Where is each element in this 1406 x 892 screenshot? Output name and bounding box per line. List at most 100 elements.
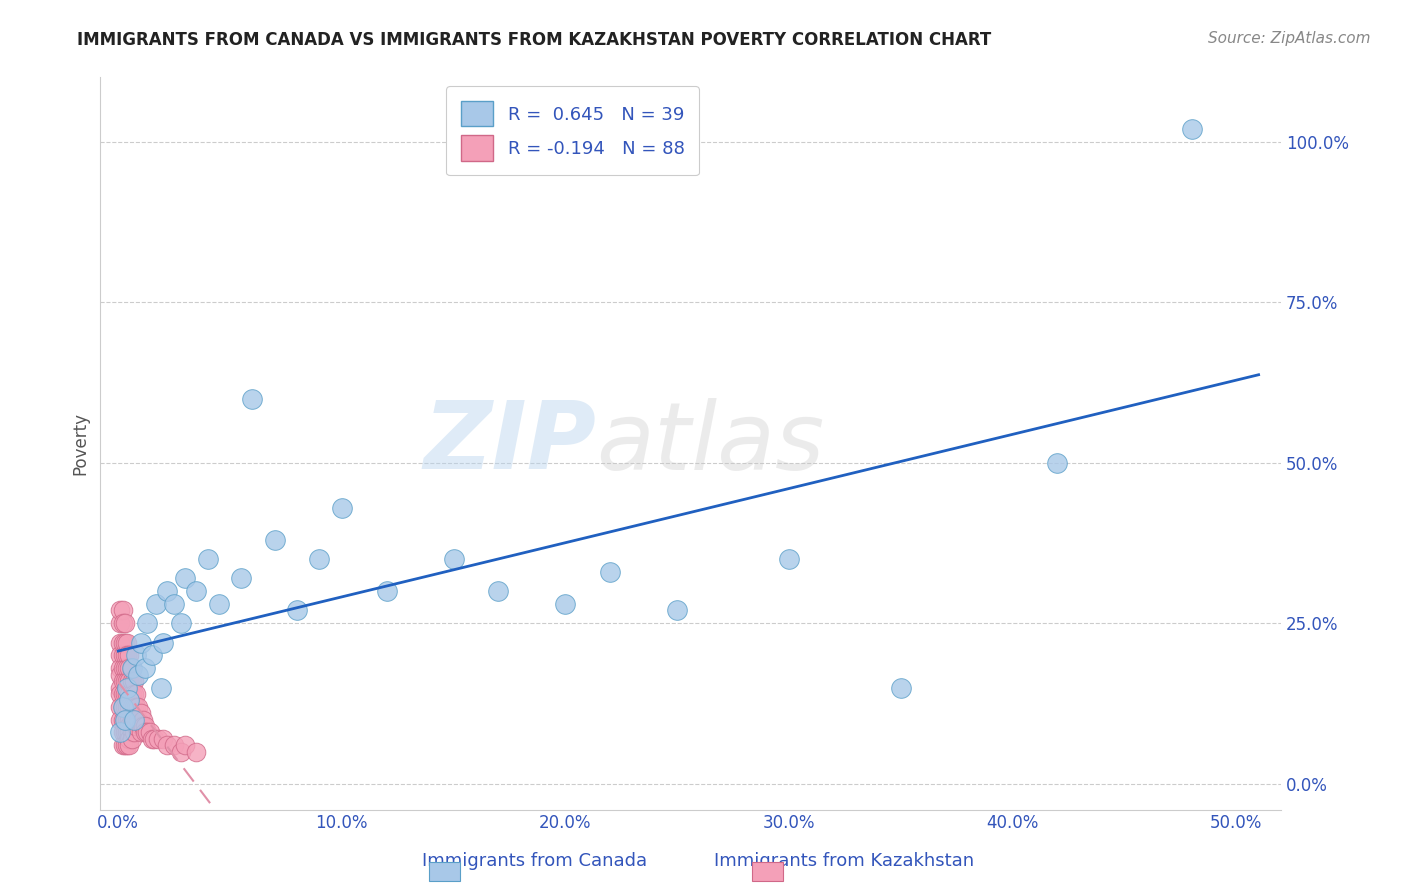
Point — [114, 713, 136, 727]
Point — [115, 648, 138, 663]
Point — [115, 661, 138, 675]
Point — [129, 719, 152, 733]
Point — [118, 699, 141, 714]
Point — [115, 739, 138, 753]
Point — [114, 635, 136, 649]
Point — [111, 603, 134, 617]
Point — [110, 635, 132, 649]
Point — [778, 552, 800, 566]
Point — [118, 674, 141, 689]
Point — [110, 603, 132, 617]
Point — [125, 648, 148, 663]
Point — [114, 687, 136, 701]
Point — [242, 392, 264, 406]
Point — [125, 719, 148, 733]
Point — [136, 725, 159, 739]
Point — [186, 745, 208, 759]
Point — [121, 725, 143, 739]
Point — [110, 713, 132, 727]
Point — [197, 552, 219, 566]
Point — [111, 616, 134, 631]
Point — [111, 699, 134, 714]
Point — [110, 661, 132, 675]
Point — [118, 719, 141, 733]
Point — [174, 571, 197, 585]
Point — [156, 584, 179, 599]
Point — [121, 713, 143, 727]
Point — [186, 584, 208, 599]
Point — [118, 661, 141, 675]
Point — [121, 661, 143, 675]
Point — [115, 713, 138, 727]
Point — [138, 725, 160, 739]
Point — [145, 597, 167, 611]
Point — [125, 713, 148, 727]
Point — [114, 739, 136, 753]
Point — [143, 731, 166, 746]
Text: IMMIGRANTS FROM CANADA VS IMMIGRANTS FROM KAZAKHSTAN POVERTY CORRELATION CHART: IMMIGRANTS FROM CANADA VS IMMIGRANTS FRO… — [77, 31, 991, 49]
Point — [118, 693, 141, 707]
Text: Immigrants from Canada: Immigrants from Canada — [422, 852, 647, 870]
Point — [122, 725, 145, 739]
Point — [110, 687, 132, 701]
Point — [121, 687, 143, 701]
Point — [152, 731, 174, 746]
Point — [121, 719, 143, 733]
Point — [114, 616, 136, 631]
Point — [122, 719, 145, 733]
Point — [110, 616, 132, 631]
Text: atlas: atlas — [596, 398, 824, 489]
Point — [114, 674, 136, 689]
Point — [127, 667, 149, 681]
Point — [149, 681, 172, 695]
Point — [114, 661, 136, 675]
Point — [1046, 456, 1069, 470]
Point — [134, 725, 156, 739]
Point — [118, 687, 141, 701]
Point — [122, 674, 145, 689]
Point — [110, 648, 132, 663]
Point — [141, 648, 163, 663]
Point — [115, 725, 138, 739]
Point — [110, 725, 132, 739]
Point — [375, 584, 398, 599]
Point — [599, 565, 621, 579]
Point — [127, 699, 149, 714]
Point — [111, 699, 134, 714]
Point — [111, 648, 134, 663]
Point — [134, 661, 156, 675]
Point — [125, 699, 148, 714]
Text: ZIP: ZIP — [423, 398, 596, 490]
Point — [121, 661, 143, 675]
Text: Source: ZipAtlas.com: Source: ZipAtlas.com — [1208, 31, 1371, 46]
Point — [111, 713, 134, 727]
Point — [114, 699, 136, 714]
Point — [1180, 121, 1202, 136]
Point — [129, 725, 152, 739]
Point — [110, 699, 132, 714]
Point — [115, 635, 138, 649]
Point — [486, 584, 509, 599]
Point — [114, 648, 136, 663]
Point — [132, 713, 155, 727]
Point — [174, 739, 197, 753]
Point — [170, 616, 193, 631]
Point — [231, 571, 253, 585]
Point — [330, 500, 353, 515]
Point — [118, 713, 141, 727]
Point — [554, 597, 576, 611]
Point — [127, 713, 149, 727]
Point — [111, 739, 134, 753]
Point — [132, 719, 155, 733]
Point — [443, 552, 465, 566]
Point — [111, 661, 134, 675]
Point — [122, 687, 145, 701]
Point — [121, 731, 143, 746]
Point — [111, 725, 134, 739]
Point — [163, 739, 186, 753]
Point — [115, 687, 138, 701]
Point — [129, 635, 152, 649]
Point — [141, 731, 163, 746]
Point — [111, 674, 134, 689]
Y-axis label: Poverty: Poverty — [72, 412, 89, 475]
